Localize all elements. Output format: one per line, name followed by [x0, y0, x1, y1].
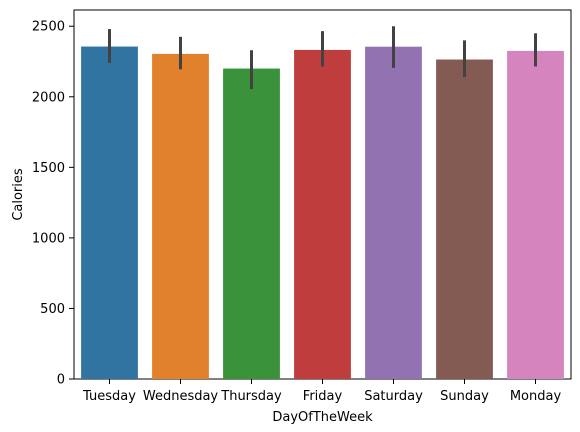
bar-monday	[507, 50, 564, 380]
bar-sunday	[436, 59, 493, 379]
y-tick-label: 2500	[32, 20, 65, 35]
x-tick-label: Monday	[510, 389, 562, 404]
bar-thursday	[223, 68, 280, 379]
x-tick-label: Thursday	[220, 389, 282, 404]
y-tick-label: 1000	[32, 231, 65, 246]
bar-saturday	[365, 46, 422, 380]
y-tick-label: 500	[40, 302, 65, 317]
x-tick-label: Wednesday	[143, 389, 219, 404]
bar-tuesday	[81, 46, 138, 379]
x-tick-label: Friday	[303, 389, 343, 404]
y-tick-label: 2000	[32, 90, 65, 105]
x-tick-label: Sunday	[440, 389, 489, 404]
y-axis: 0 500 1000 1500 2000 2500	[32, 20, 74, 388]
x-axis-label: DayOfTheWeek	[272, 410, 373, 425]
y-tick-label: 0	[57, 373, 65, 388]
x-axis: Tuesday Wednesday Thursday Friday Saturday Su…	[82, 379, 561, 404]
y-axis-label: Calories	[11, 168, 26, 221]
bars-group	[81, 46, 564, 380]
x-tick-label: Saturday	[364, 389, 423, 404]
bar-friday	[294, 49, 351, 380]
x-tick-label: Tuesday	[82, 389, 136, 404]
y-tick-label: 1500	[32, 161, 65, 176]
bar-wednesday	[152, 53, 209, 380]
error-bars-group	[108, 26, 537, 90]
